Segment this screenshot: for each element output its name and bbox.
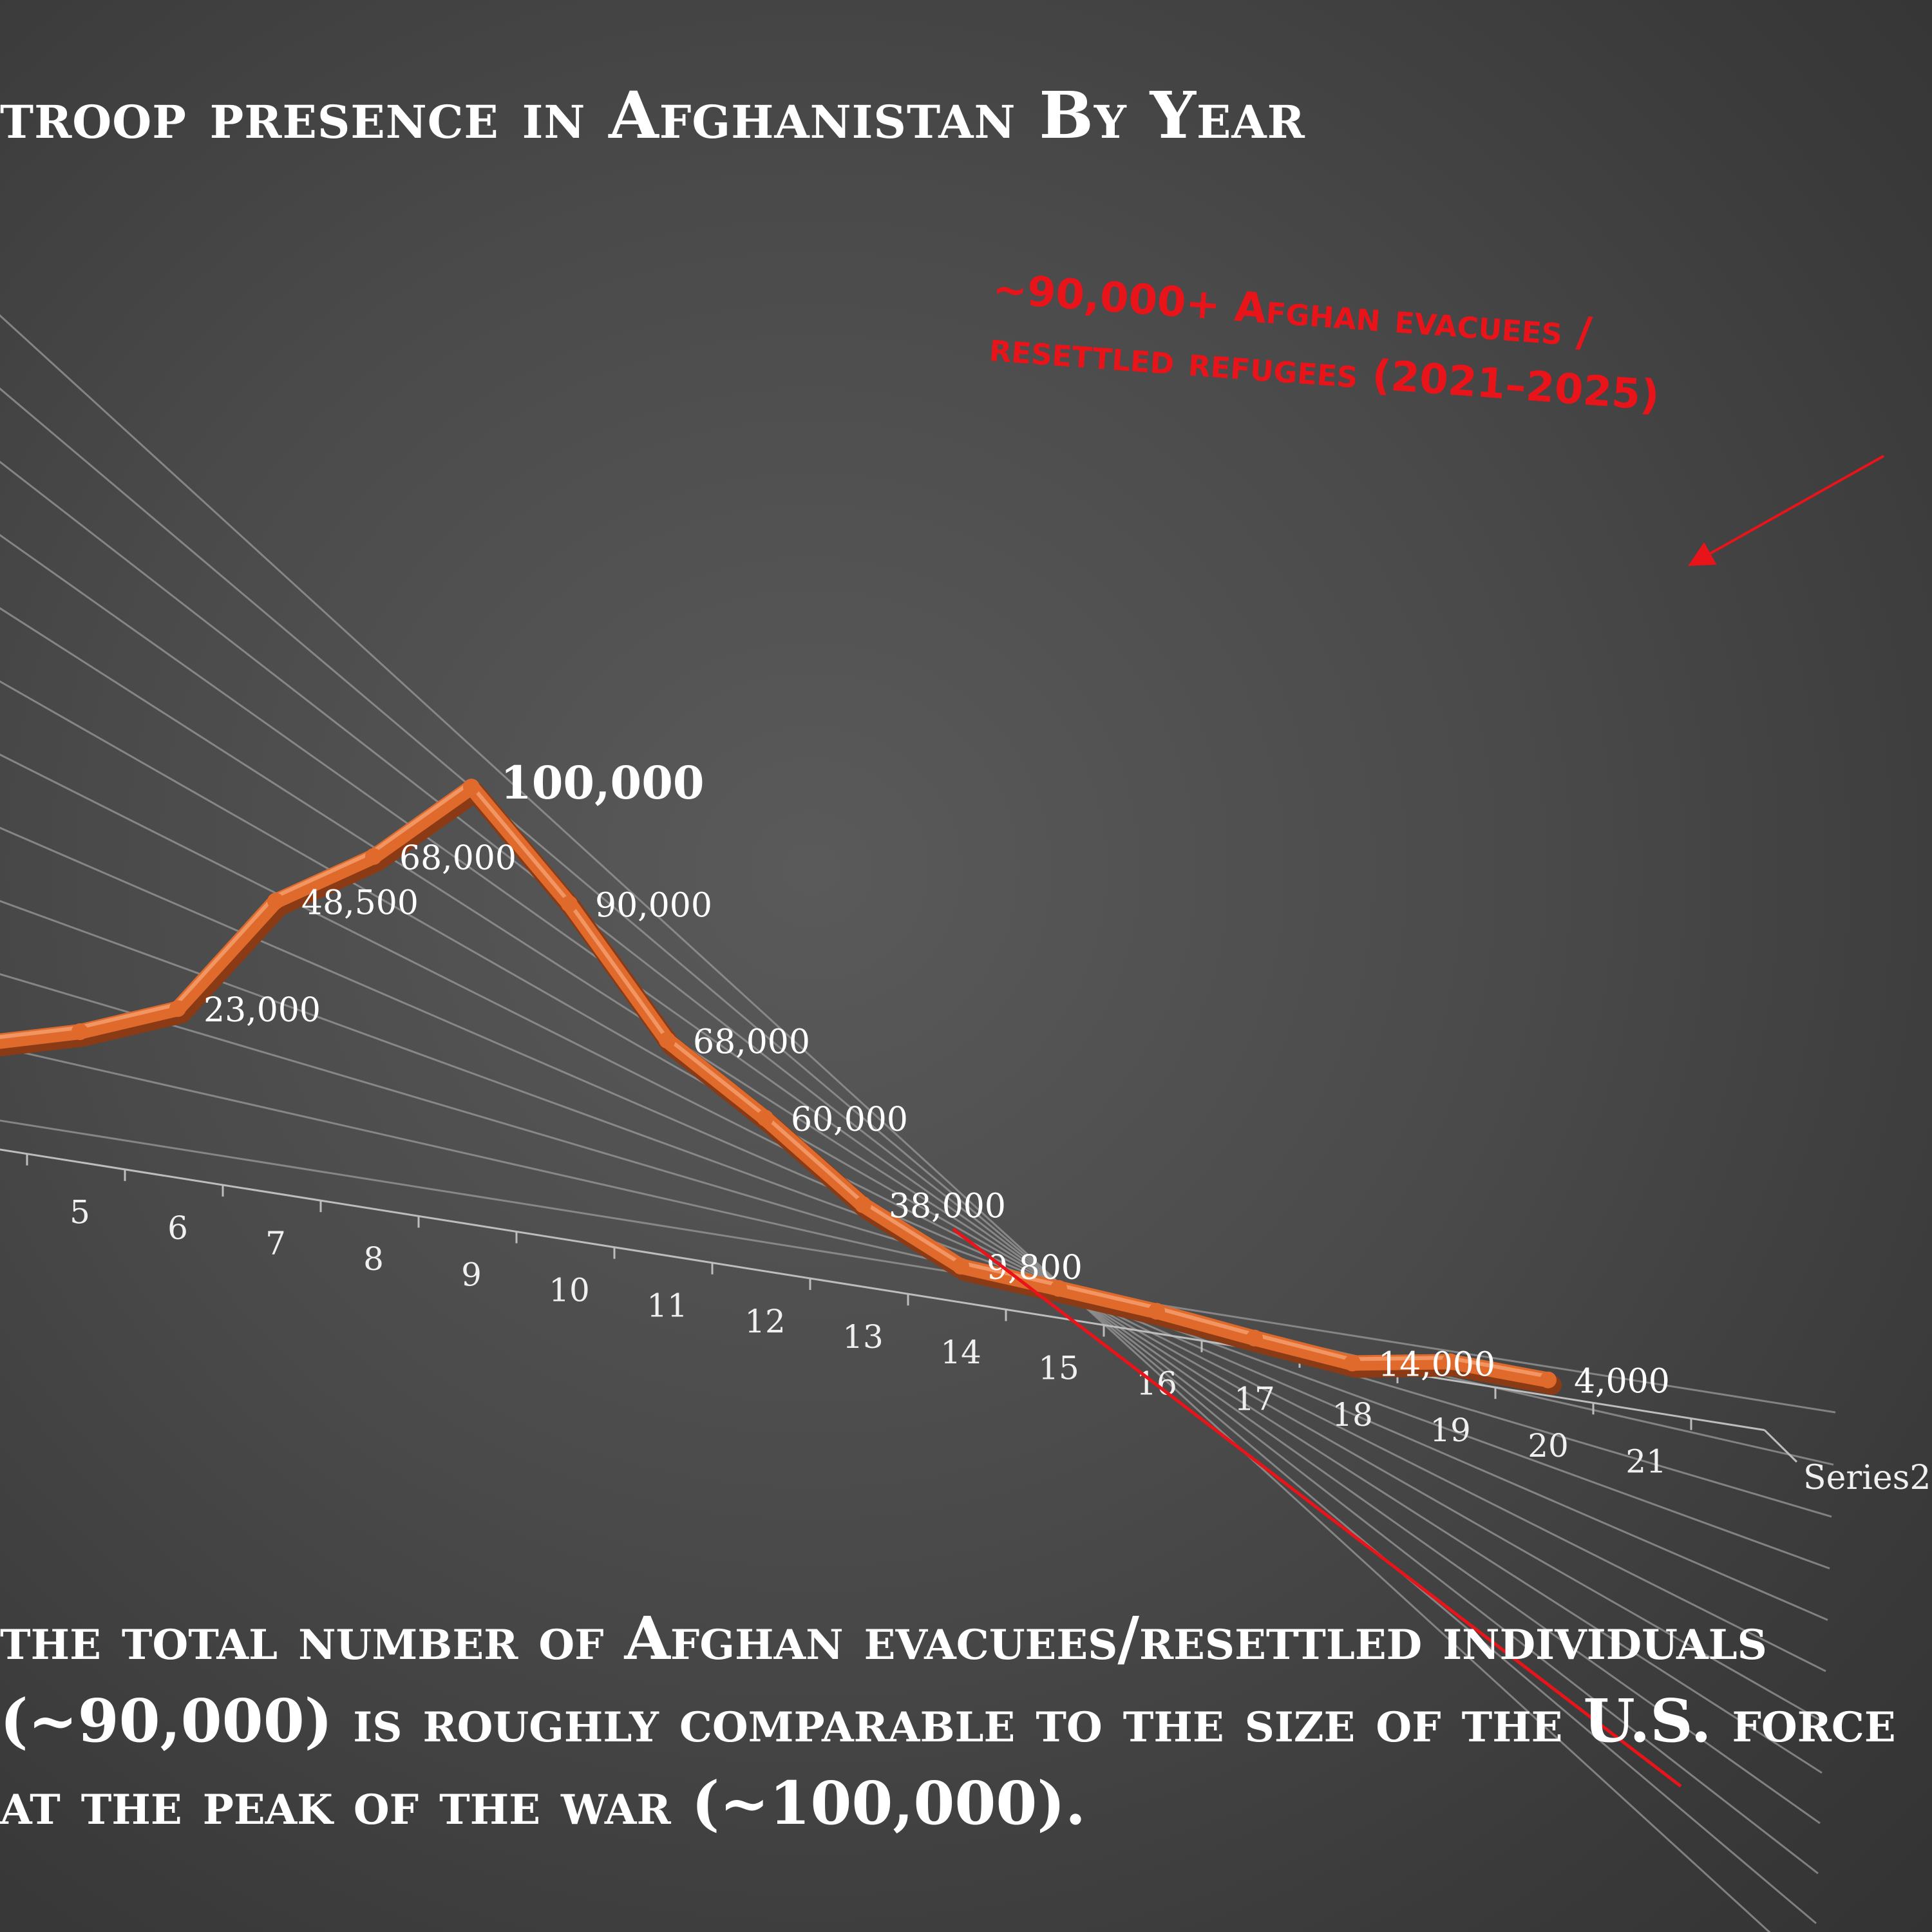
x-tick-label: 10 — [549, 1272, 590, 1309]
x-axis-line — [0, 1148, 1765, 1432]
series-point — [1050, 1280, 1067, 1297]
x-tick-label: 21 — [1625, 1443, 1667, 1480]
gridline — [0, 314, 1771, 1932]
x-tick-label: 18 — [1332, 1396, 1373, 1434]
series-line-highlight — [0, 781, 1548, 1378]
data-label: 68,000 — [399, 839, 516, 878]
x-tick-label: 15 — [1038, 1349, 1079, 1387]
series-point — [1246, 1329, 1263, 1347]
gridline — [0, 387, 1817, 1924]
x-tick-label: 11 — [647, 1287, 688, 1325]
series-point — [1540, 1371, 1557, 1388]
x-tick-label: 13 — [842, 1318, 884, 1356]
reference-line — [952, 1227, 1682, 1788]
x-tick-label: 6 — [167, 1209, 188, 1247]
series-point — [365, 848, 382, 866]
x-tick-label: 17 — [1234, 1381, 1275, 1418]
gridline — [0, 534, 1821, 1824]
x-tick-label: 8 — [363, 1240, 384, 1278]
annotation-arrow — [1688, 455, 1884, 566]
depth-axis-line — [1763, 1429, 1798, 1463]
x-tick-label: 14 — [940, 1334, 981, 1371]
data-label: 90,000 — [595, 887, 712, 925]
series-point — [1148, 1303, 1165, 1320]
chart-title: troop presence in Afghanistan By Year — [0, 77, 1305, 153]
data-label: 9,800 — [987, 1249, 1083, 1287]
data-label: 14,000 — [1378, 1345, 1495, 1384]
series-point — [757, 1110, 773, 1127]
x-tick-label: 20 — [1528, 1427, 1569, 1464]
data-label: 48,500 — [301, 884, 419, 922]
x-tick-label: 9 — [461, 1256, 482, 1293]
gridline — [0, 826, 1828, 1621]
gridline — [0, 460, 1819, 1875]
series-point — [561, 895, 578, 913]
series-point — [855, 1196, 871, 1213]
depth-axis-label: Series2 — [1803, 1459, 1931, 1497]
series-line-shadow — [0, 782, 1562, 1395]
series-point — [267, 893, 284, 910]
data-label: 60,000 — [791, 1101, 908, 1139]
caption: the total number of Afghan evacuees/rese… — [0, 1604, 1896, 1838]
data-label: 4,000 — [1574, 1363, 1670, 1401]
series-point — [463, 779, 480, 796]
gridline — [0, 1046, 1834, 1466]
series-point — [71, 1023, 88, 1041]
x-tick-label: 19 — [1430, 1412, 1471, 1449]
series-point — [1344, 1354, 1361, 1372]
gridline — [0, 607, 1823, 1774]
data-label: 100,000 — [500, 756, 705, 810]
x-tick-label: 7 — [265, 1225, 286, 1262]
x-tick-label: 12 — [744, 1303, 786, 1340]
annotation-group: ~90,000+ Afghan evacuees / resettled ref… — [952, 265, 1884, 1788]
series-point — [1442, 1353, 1459, 1370]
series-point — [659, 1032, 676, 1049]
series-point — [952, 1258, 969, 1275]
x-tick-labels: 3456789101112131415161718192021 — [70, 1194, 1667, 1481]
data-label: 38,000 — [889, 1188, 1006, 1226]
data-labels: 23,000 48,500 68,000 100,000 90,000 68,000 60,… — [204, 756, 1670, 1401]
series-line — [0, 779, 1562, 1395]
series-point — [169, 1000, 186, 1018]
data-label: 68,000 — [693, 1023, 810, 1061]
x-tick-label: 5 — [70, 1194, 90, 1231]
data-label: 23,000 — [204, 991, 321, 1030]
gridline — [0, 1119, 1836, 1414]
gridline — [0, 680, 1824, 1723]
